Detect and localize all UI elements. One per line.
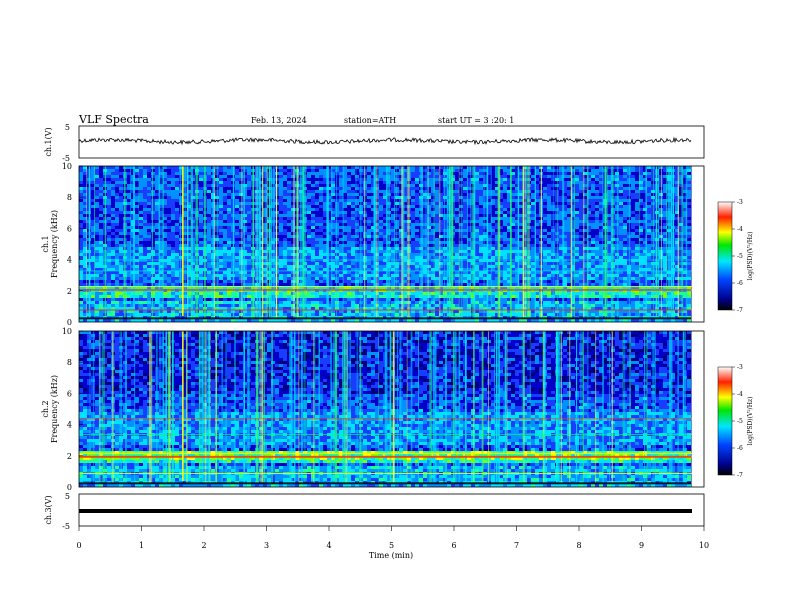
ch3-wave-ytick-top: 5 [65, 492, 70, 501]
x-tick-4: 4 [326, 541, 331, 550]
ch1-ytick-4: 4 [67, 256, 72, 265]
ch2-spec-ylabel-freq: Frequency (kHz) [50, 375, 59, 443]
ch2-cb-tick--7: -7 [737, 472, 743, 479]
ch1-waveform-line [78, 136, 692, 146]
ch2-spectrogram [79, 331, 704, 487]
ch1-colorbar-label: log(PSD)(V²/Hz) [747, 232, 754, 281]
x-tick-10: 10 [699, 541, 709, 550]
x-tick-9: 9 [639, 541, 644, 550]
ch1-spec-ylabel-ch: ch.1 [41, 235, 50, 252]
ch2-cb-tick--5: -5 [737, 418, 743, 425]
figure-title: VLF Spectra [78, 113, 149, 126]
ch1-wave-ytick-bottom: -5 [62, 154, 70, 163]
ch1-colorbar: -3 -4 -5 -6 -7 log(PSD)(V²/Hz) [717, 199, 754, 314]
ch2-ytick-4: 4 [67, 421, 72, 430]
ch1-cb-tick--3: -3 [737, 199, 743, 206]
ch1-spectrogram [79, 166, 704, 322]
ch1-ytick-labels: 0 2 4 6 8 10 [62, 162, 83, 327]
ch1-wave-ytick-top: 5 [65, 123, 70, 132]
station-label: station=ATH [344, 116, 396, 125]
ch1-waveform-panel: 5 -5 ch.1(V) [44, 123, 705, 163]
date-label: Feb. 13, 2024 [251, 116, 307, 125]
ch2-cb-tick--6: -6 [737, 445, 743, 452]
ch1-ytick-6: 6 [67, 224, 72, 233]
ch3-waveform-panel: 5 -5 ch.3(V) [44, 492, 705, 531]
ch1-ytick-8: 8 [67, 193, 72, 202]
x-axis-ticks: 0 1 2 3 4 5 6 7 8 9 10 [76, 526, 709, 550]
ch3-waveform-line [79, 509, 692, 513]
x-axis-label: Time (min) [369, 551, 413, 560]
ch2-spec-ylabel-ch: ch.2 [41, 400, 50, 417]
x-tick-8: 8 [576, 541, 581, 550]
x-tick-3: 3 [264, 541, 269, 550]
ch3-wave-ytick-bottom: -5 [62, 522, 70, 531]
ch2-ytick-10: 10 [62, 327, 72, 336]
ch2-spectrogram-panel: 0 2 4 6 8 10 ch.2 Frequency (kHz) [41, 327, 705, 492]
ch2-ytick-6: 6 [67, 389, 72, 398]
ch1-spectrogram-panel: 0 2 4 6 8 10 ch.1 Frequency (kHz) [41, 162, 705, 327]
x-tick-7: 7 [514, 541, 519, 550]
ch1-colorbar-ticks: -3 -4 -5 -6 -7 [732, 199, 743, 314]
ch2-ytick-0: 0 [67, 483, 72, 492]
ch1-cb-tick--6: -6 [737, 280, 743, 287]
x-tick-5: 5 [389, 541, 394, 550]
ch2-ytick-labels: 0 2 4 6 8 10 [62, 327, 83, 492]
ch1-cb-tick--7: -7 [737, 307, 743, 314]
ch2-ytick-2: 2 [67, 452, 72, 461]
ch1-cb-tick--4: -4 [737, 226, 743, 233]
start-time-label: start UT = 3 :20: 1 [438, 116, 514, 125]
ch1-ytick-2: 2 [67, 287, 72, 296]
x-tick-2: 2 [201, 541, 206, 550]
ch2-colorbar-ticks: -3 -4 -5 -6 -7 [732, 364, 743, 479]
ch1-ytick-10: 10 [62, 162, 72, 171]
ch2-colorbar: -3 -4 -5 -6 -7 log(PSD)(V²/Hz) [717, 364, 754, 479]
ch1-wave-ylabel: ch.1(V) [44, 127, 53, 156]
x-tick-0: 0 [76, 541, 81, 550]
ch1-spec-ylabel-freq: Frequency (kHz) [50, 210, 59, 278]
x-tick-6: 6 [451, 541, 456, 550]
ch1-ytick-0: 0 [67, 318, 72, 327]
x-tick-1: 1 [139, 541, 144, 550]
ch2-cb-tick--4: -4 [737, 391, 743, 398]
ch2-cb-tick--3: -3 [737, 364, 743, 371]
ch2-ytick-8: 8 [67, 358, 72, 367]
ch3-wave-ylabel: ch.3(V) [44, 495, 53, 524]
ch2-colorbar-label: log(PSD)(V²/Hz) [747, 397, 754, 446]
ch1-cb-tick--5: -5 [737, 253, 743, 260]
